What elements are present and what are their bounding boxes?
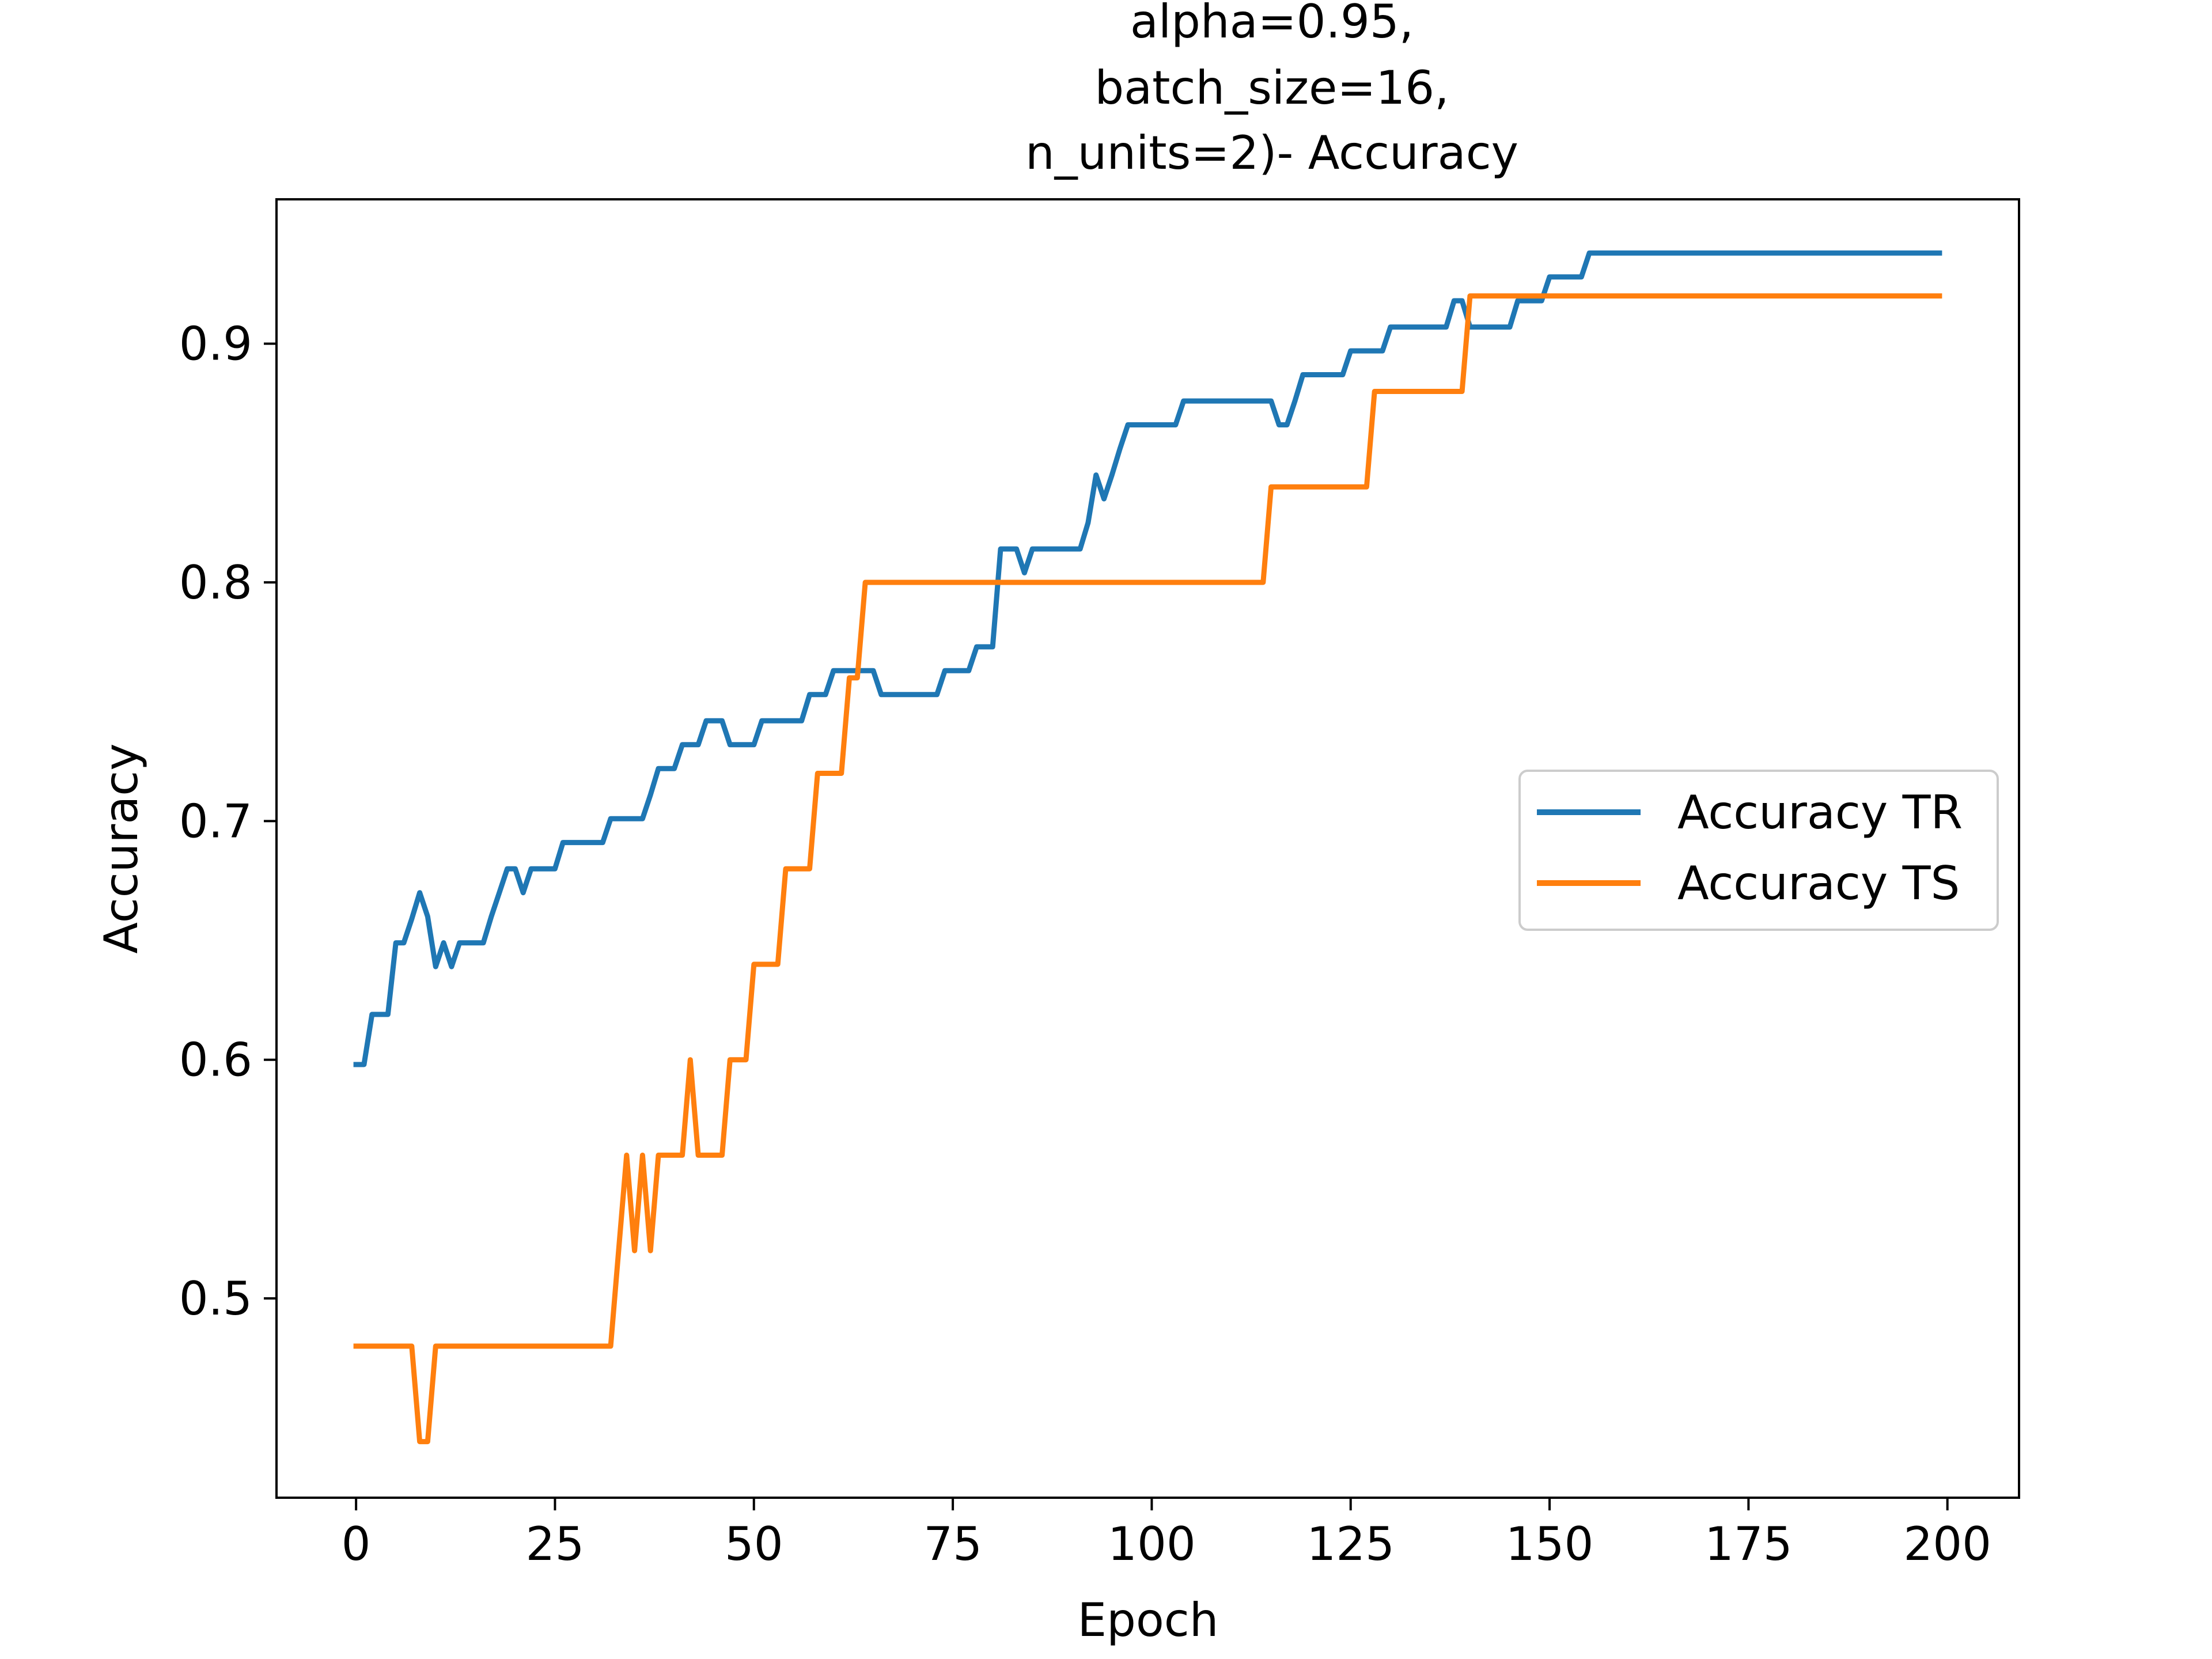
x-tick-label: 50 xyxy=(725,1517,783,1571)
chart-title-line-3: n_units=2)- Accuracy xyxy=(1025,126,1518,180)
y-axis-label: Accuracy xyxy=(94,743,148,953)
x-tick-label: 150 xyxy=(1506,1517,1594,1571)
chart-title-line-1: alpha=0.95, xyxy=(1130,0,1414,48)
axes-frame xyxy=(275,198,2020,1499)
x-tick-label: 175 xyxy=(1705,1517,1793,1571)
x-axis-label: Epoch xyxy=(1078,1593,1219,1647)
legend-label-accuracy-tr: Accuracy TR xyxy=(1677,786,1963,839)
x-tick-label: 75 xyxy=(923,1517,982,1571)
y-tick-label: 0.9 xyxy=(179,317,252,371)
x-tick-label: 125 xyxy=(1306,1517,1395,1571)
x-tick-label: 0 xyxy=(342,1517,371,1571)
legend: Accuracy TR Accuracy TS xyxy=(1518,770,1999,931)
chart-title-line-2: batch_size=16, xyxy=(1094,61,1449,115)
y-tick-label: 0.5 xyxy=(179,1272,252,1325)
y-tick-label: 0.6 xyxy=(179,1033,252,1087)
y-axis-ticks: 0.5 0.6 0.7 0.8 0.9 xyxy=(179,317,276,1325)
chart-title: alpha=0.95, batch_size=16, n_units=2)- A… xyxy=(1025,0,1518,180)
x-tick-label: 25 xyxy=(526,1517,585,1571)
plot-lines xyxy=(353,250,1942,1445)
x-axis-ticks: 0 25 50 75 100 125 150 175 200 xyxy=(342,1498,1991,1571)
y-tick-label: 0.7 xyxy=(179,794,252,848)
x-tick-label: 200 xyxy=(1903,1517,1991,1571)
legend-label-accuracy-ts: Accuracy TS xyxy=(1677,857,1960,910)
series-line-accuracy-ts xyxy=(353,293,1942,1445)
y-tick-label: 0.8 xyxy=(179,556,252,609)
x-tick-label: 100 xyxy=(1108,1517,1196,1571)
